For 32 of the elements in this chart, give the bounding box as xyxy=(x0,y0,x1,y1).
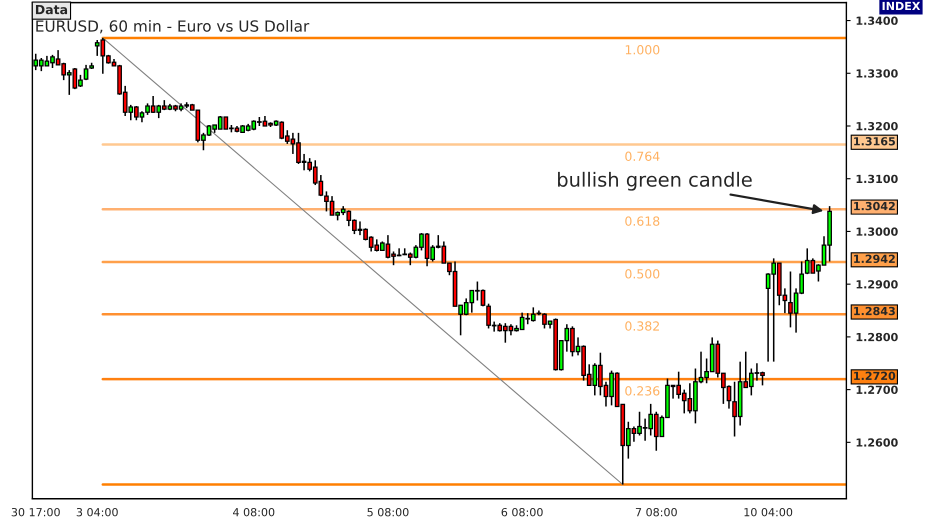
x-tick-label: 4 08:00 xyxy=(233,508,274,516)
y-tick-label: 1.3400 xyxy=(856,16,898,25)
annotation: 0.382 xyxy=(625,321,659,331)
text: EURUSD, 60 min - Euro vs US Dollar xyxy=(36,20,310,34)
x-tick-label: 3 04:00 xyxy=(76,508,118,516)
annotation: bullish green candle xyxy=(558,172,752,191)
x-tick-label: 7 08:00 xyxy=(636,508,677,516)
y-tick-label: 1.3200 xyxy=(856,122,898,130)
annotation: Data xyxy=(36,4,68,14)
ref-line-label: 1.2720 xyxy=(854,372,896,380)
y-tick-label: 1.2600 xyxy=(856,438,898,447)
annotation: 0.236 xyxy=(625,386,660,396)
ref-line-label: 1.3042 xyxy=(854,202,895,210)
y-tick-label: 1.2800 xyxy=(856,332,898,342)
annotation: 0.500 xyxy=(625,269,660,279)
x-tick-label: 5 08:00 xyxy=(367,508,409,516)
ref-line-label: 1.2843 xyxy=(854,306,895,316)
ref-line-label: 1.3165 xyxy=(854,137,895,146)
text: INDEX xyxy=(882,2,920,10)
annotation: 0.764 xyxy=(625,152,660,161)
y-tick-label: 1.3000 xyxy=(856,227,898,236)
y-tick-label: 1.2900 xyxy=(856,280,898,289)
x-tick-label: 6 08:00 xyxy=(502,508,543,516)
annotation: 0.618 xyxy=(625,216,660,226)
annotation: 1.000 xyxy=(626,45,660,54)
candlestick xyxy=(84,64,88,81)
ref-line-label: 1.2942 xyxy=(854,254,895,264)
x-tick-label: 30 17:00 xyxy=(12,508,60,516)
x-tick-label: 10 04:00 xyxy=(744,508,792,516)
y-tick-label: 1.2700 xyxy=(856,386,898,394)
y-tick-label: 1.3300 xyxy=(856,69,898,78)
y-tick-label: 1.3100 xyxy=(856,174,898,184)
